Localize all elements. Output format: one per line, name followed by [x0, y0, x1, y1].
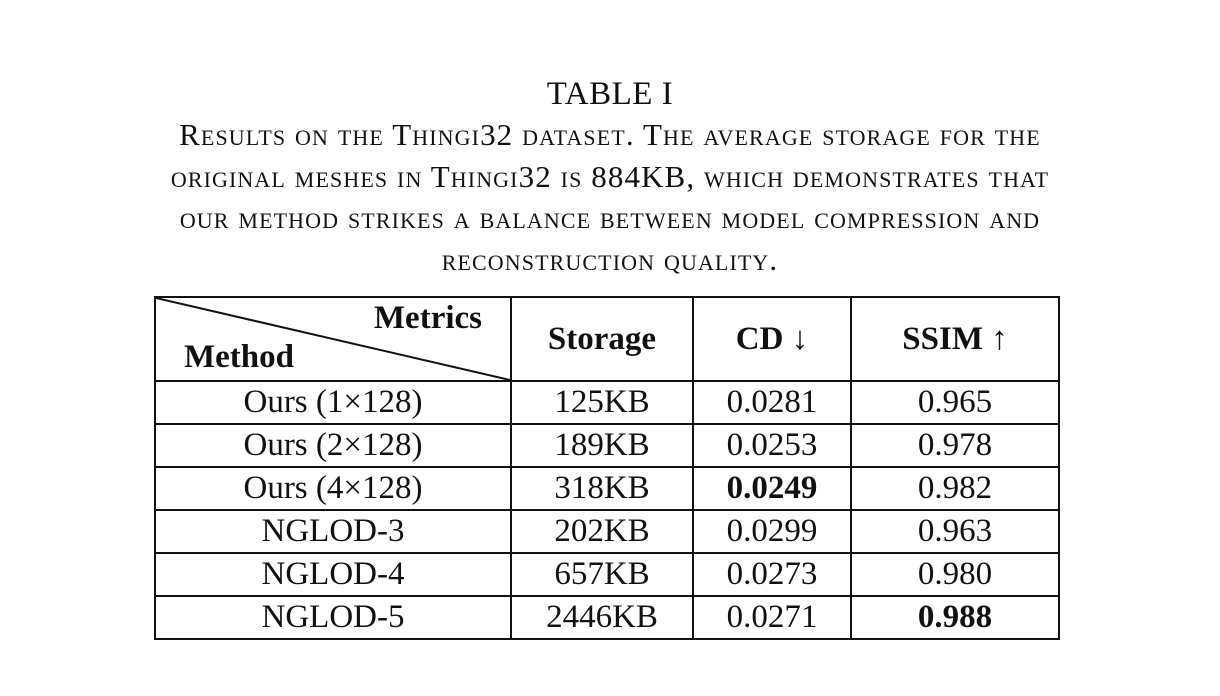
table-row: Ours (1×128) 125KB 0.0281 0.965 — [154, 380, 1060, 425]
storage-cell: 657KB — [510, 552, 694, 597]
cd-cell: 0.0253 — [692, 423, 852, 468]
ssim-cell: 0.980 — [850, 552, 1060, 597]
cd-column-header: CD ↓ — [692, 296, 852, 382]
method-cell: Ours (4×128) — [154, 466, 512, 511]
method-cell: NGLOD-4 — [154, 552, 512, 597]
cd-cell: 0.0273 — [692, 552, 852, 597]
storage-column-header: Storage — [510, 296, 694, 382]
table-caption: TABLE I Results on the Thingi32 dataset.… — [0, 74, 1220, 280]
cd-cell: 0.0271 — [692, 595, 852, 640]
storage-cell: 2446KB — [510, 595, 694, 640]
diagonal-divider — [156, 298, 510, 380]
corner-header-cell: Metrics Method — [154, 296, 512, 382]
method-cell: NGLOD-5 — [154, 595, 512, 640]
method-cell: Ours (1×128) — [154, 380, 512, 425]
table-body: Ours (1×128) 125KB 0.0281 0.965 Ours (2×… — [154, 380, 1060, 640]
results-table: Metrics Method Storage CD ↓ SSIM ↑ Ours … — [154, 296, 1060, 640]
method-header-label: Method — [184, 339, 294, 375]
table-header: Metrics Method Storage CD ↓ SSIM ↑ — [154, 296, 1060, 382]
metrics-header-label: Metrics — [373, 300, 482, 336]
storage-cell: 125KB — [510, 380, 694, 425]
ssim-cell: 0.978 — [850, 423, 1060, 468]
best-ssim-cell: 0.988 — [850, 595, 1060, 640]
table-label: TABLE I — [546, 76, 674, 112]
method-cell: Ours (2×128) — [154, 423, 512, 468]
ssim-column-header: SSIM ↑ — [850, 296, 1060, 382]
table-row: NGLOD-5 2446KB 0.0271 0.988 — [154, 595, 1060, 640]
method-cell: NGLOD-3 — [154, 509, 512, 554]
table-row: NGLOD-4 657KB 0.0273 0.980 — [154, 552, 1060, 597]
table-row: Ours (2×128) 189KB 0.0253 0.978 — [154, 423, 1060, 468]
storage-cell: 189KB — [510, 423, 694, 468]
header-row: Metrics Method Storage CD ↓ SSIM ↑ — [154, 296, 1060, 382]
storage-cell: 202KB — [510, 509, 694, 554]
cd-cell: 0.0299 — [692, 509, 852, 554]
cd-cell: 0.0281 — [692, 380, 852, 425]
best-cd-cell: 0.0249 — [692, 466, 852, 511]
ssim-cell: 0.982 — [850, 466, 1060, 511]
ssim-cell: 0.963 — [850, 509, 1060, 554]
table-row: NGLOD-3 202KB 0.0299 0.963 — [154, 509, 1060, 554]
caption-line-1: Results on the Thingi32 dataset. The ave… — [179, 117, 1041, 152]
table-row: Ours (4×128) 318KB 0.0249 0.982 — [154, 466, 1060, 511]
storage-cell: 318KB — [510, 466, 694, 511]
caption-line-3: our method strikes a balance between mod… — [179, 200, 1041, 235]
caption-line-2: original meshes in Thingi32 is 884KB, wh… — [170, 158, 1050, 194]
ssim-cell: 0.965 — [850, 380, 1060, 425]
caption-line-4: reconstruction quality. — [441, 241, 779, 277]
